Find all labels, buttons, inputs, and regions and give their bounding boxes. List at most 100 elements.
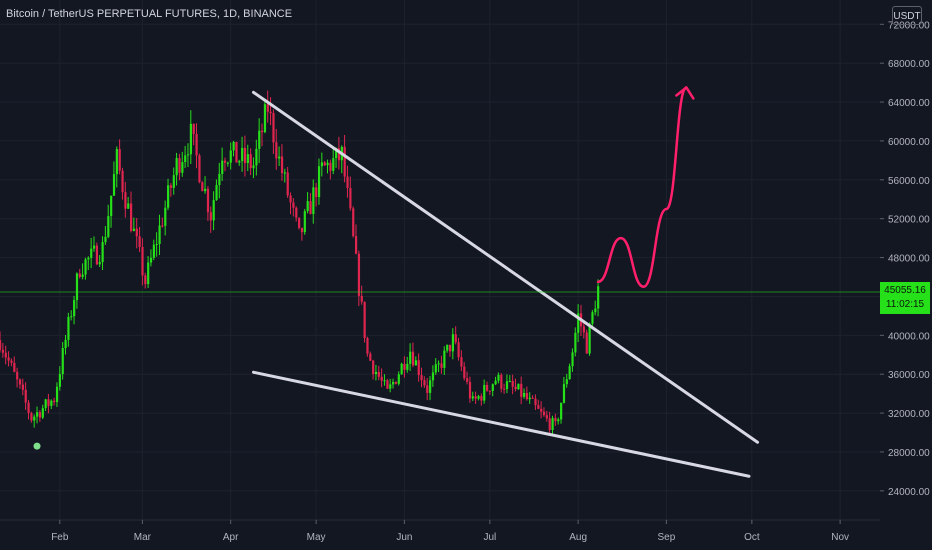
candle-body	[10, 360, 13, 363]
candle-body	[278, 156, 281, 159]
candle-body	[261, 130, 264, 133]
candle-body	[272, 113, 275, 143]
candle-body	[295, 207, 298, 218]
y-tick-label: 56000.00	[888, 176, 930, 187]
candle-body	[283, 172, 286, 174]
candle-body	[320, 162, 324, 167]
candle-body	[198, 155, 201, 183]
candle-body	[44, 399, 47, 409]
candle-body	[229, 150, 232, 163]
projection-path	[596, 86, 688, 288]
candle-body	[280, 156, 284, 174]
candle-body	[508, 380, 511, 382]
candle-body	[540, 408, 543, 412]
y-tick-label: 52000.00	[888, 215, 930, 226]
candle-body	[266, 104, 269, 112]
candle-body	[505, 381, 509, 390]
candle-body	[372, 360, 375, 375]
candle-body	[95, 245, 99, 265]
candle-body	[223, 160, 227, 163]
candle-body	[258, 130, 261, 149]
y-tick-label: 48000.00	[888, 254, 930, 265]
candle-body	[423, 380, 426, 386]
candle-body	[75, 273, 79, 301]
candle-body	[81, 274, 84, 277]
candle-body	[33, 416, 36, 421]
candle-body	[386, 380, 389, 389]
candle-body	[317, 166, 321, 198]
x-tick-label: Mar	[134, 532, 152, 543]
candle-body	[565, 379, 568, 385]
candle-body	[121, 170, 124, 193]
candle-body	[357, 253, 361, 296]
candle-body	[451, 334, 455, 352]
y-tick-label: 32000.00	[888, 409, 930, 420]
candle-body	[409, 351, 412, 364]
candle-body	[87, 257, 90, 260]
candle-body	[36, 412, 39, 417]
candle-body	[503, 388, 506, 390]
candle-body	[520, 383, 523, 397]
y-tick-label: 72000.00	[888, 20, 930, 31]
y-tick-label: 60000.00	[888, 137, 930, 148]
candle-body	[585, 332, 588, 354]
candle-body	[352, 208, 355, 237]
candle-body	[389, 384, 392, 389]
candle-body	[474, 396, 477, 399]
candle-body	[335, 148, 338, 159]
candle-body	[147, 262, 150, 285]
candle-body	[488, 390, 492, 392]
candle-body	[70, 316, 73, 318]
candle-body	[440, 363, 443, 368]
candle-body	[292, 202, 295, 208]
candle-body	[141, 246, 144, 276]
candle-body	[485, 384, 489, 391]
candle-body	[58, 374, 62, 387]
x-tick-label: Oct	[744, 532, 760, 543]
candle-body	[306, 201, 309, 212]
currency-button[interactable]: USDT	[892, 6, 922, 25]
candle-body	[169, 185, 173, 188]
candle-body	[360, 295, 363, 302]
candle-body	[232, 141, 235, 151]
candle-body	[534, 398, 537, 406]
candle-body	[249, 154, 252, 169]
candle-body	[377, 371, 380, 377]
candle-body	[380, 376, 383, 381]
candle-body	[494, 380, 497, 385]
candle-body	[588, 323, 591, 354]
candle-body	[144, 275, 147, 285]
y-tick-label: 28000.00	[888, 448, 930, 459]
candle-body	[289, 195, 292, 203]
x-tick-label: Apr	[223, 532, 239, 543]
candle-body	[178, 158, 181, 173]
candle-body	[315, 187, 318, 198]
candle-body	[426, 385, 429, 393]
candle-body	[466, 378, 469, 382]
candle-body	[537, 405, 540, 409]
candle-body	[403, 363, 406, 370]
projection-arrowhead	[675, 86, 695, 100]
candle-body	[300, 227, 304, 233]
candle-body	[468, 381, 472, 399]
candle-body	[112, 174, 116, 196]
candle-body	[107, 216, 110, 237]
candle-body	[531, 397, 534, 399]
candle-body	[514, 386, 517, 390]
candle-body	[303, 211, 306, 233]
candle-body	[545, 415, 548, 419]
candle-body	[594, 308, 597, 313]
candle-body	[221, 160, 224, 174]
candle-body	[38, 412, 42, 418]
candle-body	[562, 384, 566, 403]
candle-body	[201, 182, 204, 192]
candle-body	[542, 411, 546, 416]
candle-body	[354, 236, 358, 254]
candle-body	[457, 342, 460, 358]
x-tick-label: Aug	[569, 532, 587, 543]
candle-body	[511, 380, 514, 387]
candle-body	[309, 201, 312, 215]
candle-body	[152, 244, 155, 258]
candle-body	[135, 228, 138, 237]
